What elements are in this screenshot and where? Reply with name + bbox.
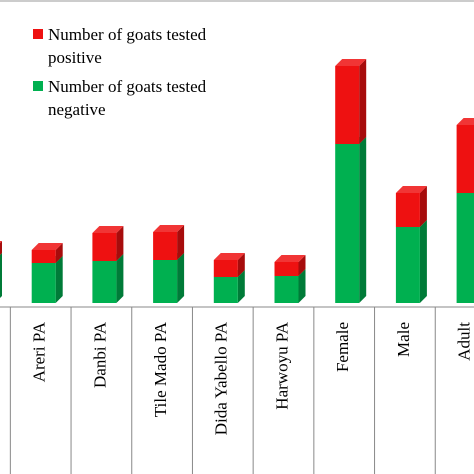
x-tick-label: Harwoyu PA — [272, 321, 291, 409]
bar-side — [177, 225, 185, 260]
bar-top — [31, 243, 63, 250]
bar-side — [55, 243, 63, 263]
bar-top — [153, 225, 185, 232]
bar — [456, 125, 474, 193]
x-tick-label: Areri PA — [30, 321, 49, 382]
legend-swatch — [33, 29, 43, 39]
legend-label: Number of goats tested negative — [48, 77, 207, 119]
bar-side — [359, 59, 367, 144]
bar — [274, 262, 299, 276]
x-tick-label: Male — [394, 322, 413, 357]
bar — [335, 66, 360, 144]
bar-top — [456, 118, 474, 125]
bar — [31, 250, 56, 263]
bar-side — [55, 256, 63, 303]
legend-label: Number of goats tested positive — [48, 25, 207, 67]
bar-side — [419, 186, 427, 227]
bar — [92, 261, 117, 303]
bar-side — [116, 226, 124, 261]
bar — [395, 227, 420, 303]
bar — [395, 193, 420, 227]
bar — [153, 232, 178, 260]
legend-swatch — [33, 81, 43, 91]
bar — [31, 263, 56, 303]
bar-top — [0, 241, 2, 243]
x-tick-label: Tile Mado PA — [151, 321, 170, 417]
x-tick-label: Dida Yabello PA — [212, 321, 231, 435]
bar — [92, 233, 117, 261]
bar-side — [0, 253, 2, 298]
bar — [456, 193, 474, 303]
x-tick-label: Female — [333, 322, 352, 372]
bar-side — [419, 220, 427, 303]
bar-side — [359, 137, 367, 303]
bar-side — [0, 241, 2, 255]
bar-side — [116, 254, 124, 303]
bar-top — [274, 255, 306, 262]
bar-top — [335, 59, 367, 66]
bar — [153, 260, 178, 303]
x-tick-label: Danbi PA — [90, 321, 109, 388]
bar — [213, 277, 238, 303]
bar-top — [395, 186, 427, 193]
bar — [213, 260, 238, 277]
bar-side — [177, 253, 185, 303]
bar-top — [92, 226, 124, 233]
bar-side — [237, 270, 245, 303]
bar-side — [237, 253, 245, 277]
x-tick-label: Adult — [455, 322, 474, 361]
bar — [335, 144, 360, 303]
bar-top — [213, 253, 245, 260]
bar — [274, 276, 299, 303]
bar-side — [298, 269, 306, 303]
